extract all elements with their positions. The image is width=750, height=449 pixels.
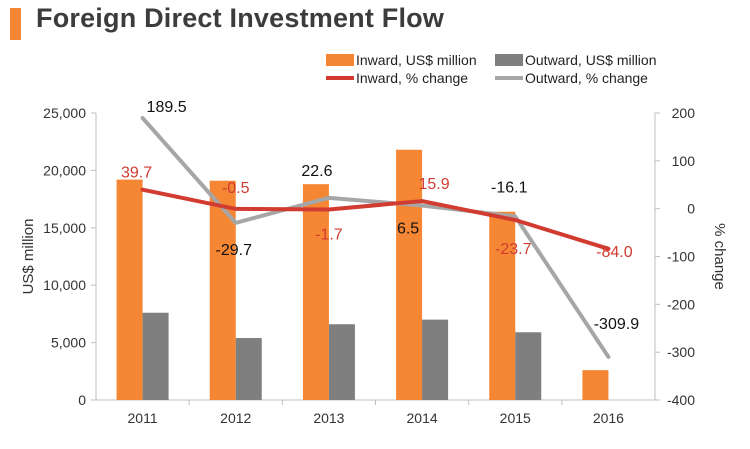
data-label-outward-change: 6.5 (397, 221, 419, 238)
data-label-outward-change: 22.6 (301, 163, 332, 180)
right-tick-label: -300 (667, 344, 695, 360)
data-label-outward-change: -309.9 (594, 316, 639, 333)
left-tick-label: 15,000 (43, 220, 86, 236)
title-bar: Foreign Direct Investment Flow (0, 0, 750, 44)
right-tick-label: -100 (667, 249, 695, 265)
bar-inward-us-million-2016 (582, 370, 609, 400)
bar-outward-us-million-2015 (515, 332, 542, 400)
left-tick-label: 5,000 (51, 335, 86, 351)
bar-outward-us-million-2012 (235, 338, 262, 400)
chart-lines (140, 116, 611, 359)
left-tick-label: 10,000 (43, 277, 86, 293)
bar-inward-us-million-2013 (302, 184, 329, 400)
bar-outward-us-million-2014 (422, 319, 449, 400)
chart-title: Foreign Direct Investment Flow (36, 3, 445, 33)
bar-inward-us-million-2012 (209, 180, 236, 400)
chart-data-labels: 39.7 -0.5 -1.7 15.9 -23.7 -84.0 189.5 -29.7 22.6… (121, 99, 639, 333)
x-tick-label: 2013 (313, 410, 344, 426)
data-label-inward-change: -23.7 (495, 241, 532, 258)
legend-label-outward-change: Outward, % change (525, 70, 648, 86)
bar-inward-us-million-2015 (489, 211, 516, 400)
bar-outward-us-million-2013 (328, 324, 355, 400)
data-label-inward-change: -0.5 (222, 180, 250, 197)
data-label-inward-change: -1.7 (315, 226, 343, 243)
x-tick-label: 2011 (128, 410, 158, 426)
data-label-outward-change: -16.1 (491, 179, 528, 196)
right-tick-label: 0 (687, 201, 695, 217)
data-label-inward-change: -84.0 (596, 244, 633, 261)
data-label-outward-change: -29.7 (216, 242, 253, 259)
right-tick-label: -400 (667, 392, 695, 408)
left-tick-label: 25,000 (43, 105, 86, 121)
left-tick-label: 20,000 (43, 162, 86, 178)
legend-label-inward-change: Inward, % change (356, 70, 468, 86)
title-accent-bar (10, 8, 21, 40)
y-axis-title: US$ million (20, 219, 37, 295)
x-tick-label: 2016 (593, 410, 624, 426)
left-tick-label: 0 (78, 392, 86, 408)
chart-axes: 0 5,000 10,000 15,000 20,000 25,000 -400 -300 -2… (20, 105, 728, 426)
bar-inward-us-million-2014 (396, 149, 423, 400)
x-tick-label: 2012 (220, 410, 251, 426)
line-inward-change (140, 187, 611, 251)
x-tick-label: 2015 (500, 410, 531, 426)
x-tick-label: 2014 (407, 410, 438, 426)
legend-swatch-inward-us-million (326, 54, 354, 66)
bar-outward-us-million-2011 (142, 312, 169, 400)
legend-swatch-outward-us-million (495, 54, 523, 66)
legend-label-outward-us-million: Outward, US$ million (525, 52, 657, 68)
right-tick-label: -200 (667, 296, 695, 312)
chart-legend: Inward, US$ million Outward, US$ million I… (326, 52, 657, 86)
data-label-inward-change: 39.7 (121, 165, 152, 182)
legend-label-inward-us-million: Inward, US$ million (356, 52, 477, 68)
y2-axis-title: % change (711, 223, 728, 290)
chart-bars (116, 149, 609, 400)
data-label-outward-change: 189.5 (147, 99, 187, 116)
right-tick-label: 200 (672, 105, 696, 121)
bar-inward-us-million-2011 (116, 179, 143, 400)
right-tick-label: 100 (672, 153, 696, 169)
data-label-inward-change: 15.9 (419, 176, 450, 193)
